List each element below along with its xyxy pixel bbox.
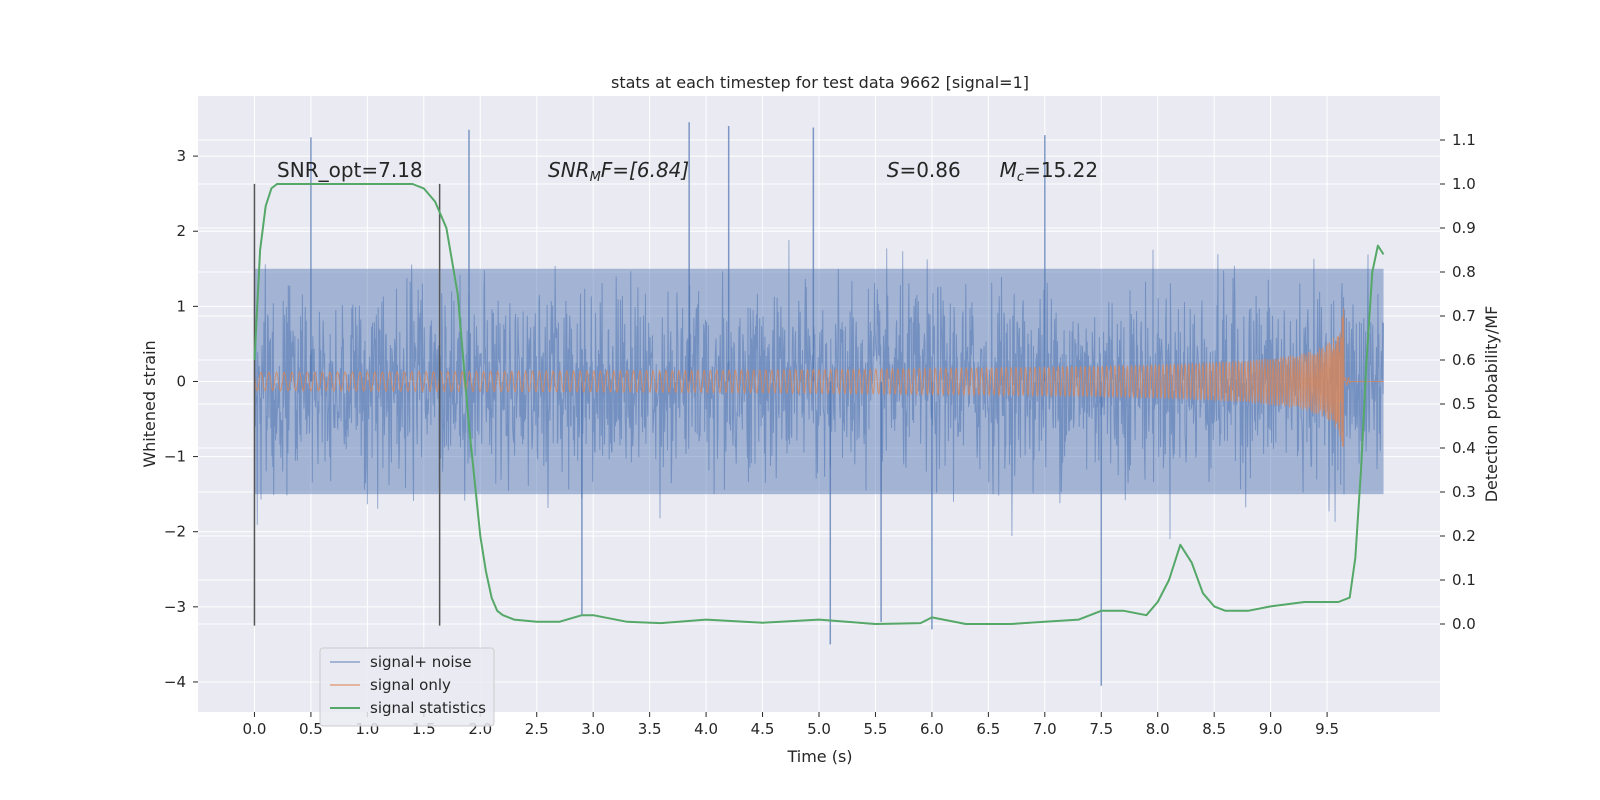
annotation-text: Mc=15.22 (1000, 158, 1098, 185)
y-tick-label: −2 (164, 523, 186, 541)
y-tick-label: −1 (164, 448, 186, 466)
x-tick-label: 7.0 (1033, 720, 1057, 738)
x-tick-label: 0.5 (299, 720, 323, 738)
y2-tick-label: 0.9 (1452, 219, 1476, 237)
x-tick-label: 2.5 (525, 720, 549, 738)
y2-tick-label: 0.2 (1452, 527, 1476, 545)
legend-label-signal-only: signal only (370, 676, 451, 694)
y-tick-label: 1 (176, 297, 186, 315)
series-signal-only-line (253, 308, 1384, 448)
x-tick-label: 6.0 (920, 720, 944, 738)
y2-tick-label: 0.0 (1452, 615, 1476, 633)
y2-tick-label: 0.4 (1452, 439, 1476, 457)
y-tick-label: −3 (164, 598, 186, 616)
y2-tick-label: 1.0 (1452, 175, 1476, 193)
x-tick-label: 5.5 (864, 720, 888, 738)
legend-label-signal-statistics: signal statistics (370, 699, 486, 717)
x-tick-label: 9.0 (1259, 720, 1283, 738)
annotation-text: SNRMF=[6.84] (548, 158, 689, 185)
y-tick-label: −4 (164, 673, 186, 691)
series-signal-noise-line (254, 240, 1384, 540)
y2-tick-label: 0.1 (1452, 571, 1476, 589)
y2-tick-label: 0.5 (1452, 395, 1476, 413)
annotation-text: SNR_opt=7.18 (277, 158, 423, 182)
chart-title: stats at each timestep for test data 966… (611, 73, 1029, 92)
y-tick-label: 0 (176, 372, 186, 390)
legend: signal+ noise signal only signal statist… (319, 647, 495, 727)
y-tick-label: 2 (176, 222, 186, 240)
x-tick-label: 4.5 (751, 720, 775, 738)
x-tick-label: 7.5 (1089, 720, 1113, 738)
x-tick-label: 9.5 (1315, 720, 1339, 738)
x-axis-label: Time (s) (786, 747, 852, 766)
y2-axis-label: Detection probability/MF (1482, 306, 1501, 503)
x-tick-label: 4.0 (694, 720, 718, 738)
x-tick-label: 5.0 (807, 720, 831, 738)
plot-content (253, 122, 1385, 686)
annotations: SNR_opt=7.18 SNRMF=[6.84] S=0.86 Mc=15.22 (277, 158, 1098, 185)
annotation-text: S=0.86 (887, 158, 961, 182)
y2-tick-label: 1.1 (1452, 131, 1476, 149)
y2-tick-label: 0.8 (1452, 263, 1476, 281)
x-tick-label: 8.0 (1146, 720, 1170, 738)
legend-box (319, 647, 495, 727)
y2-tick-label: 0.6 (1452, 351, 1476, 369)
y-axis-label: Whitened strain (140, 340, 159, 467)
series-signal-statistics-line (253, 183, 1385, 625)
y2-tick-label: 0.3 (1452, 483, 1476, 501)
x-tick-label: 3.0 (581, 720, 605, 738)
legend-label-signal-noise: signal+ noise (370, 653, 472, 671)
x-tick-label: 0.0 (243, 720, 267, 738)
x-tick-label: 6.5 (976, 720, 1000, 738)
x-tick-label: 8.5 (1202, 720, 1226, 738)
y-tick-label: 3 (176, 147, 186, 165)
x-tick-label: 3.5 (638, 720, 662, 738)
y2-tick-label: 0.7 (1452, 307, 1476, 325)
